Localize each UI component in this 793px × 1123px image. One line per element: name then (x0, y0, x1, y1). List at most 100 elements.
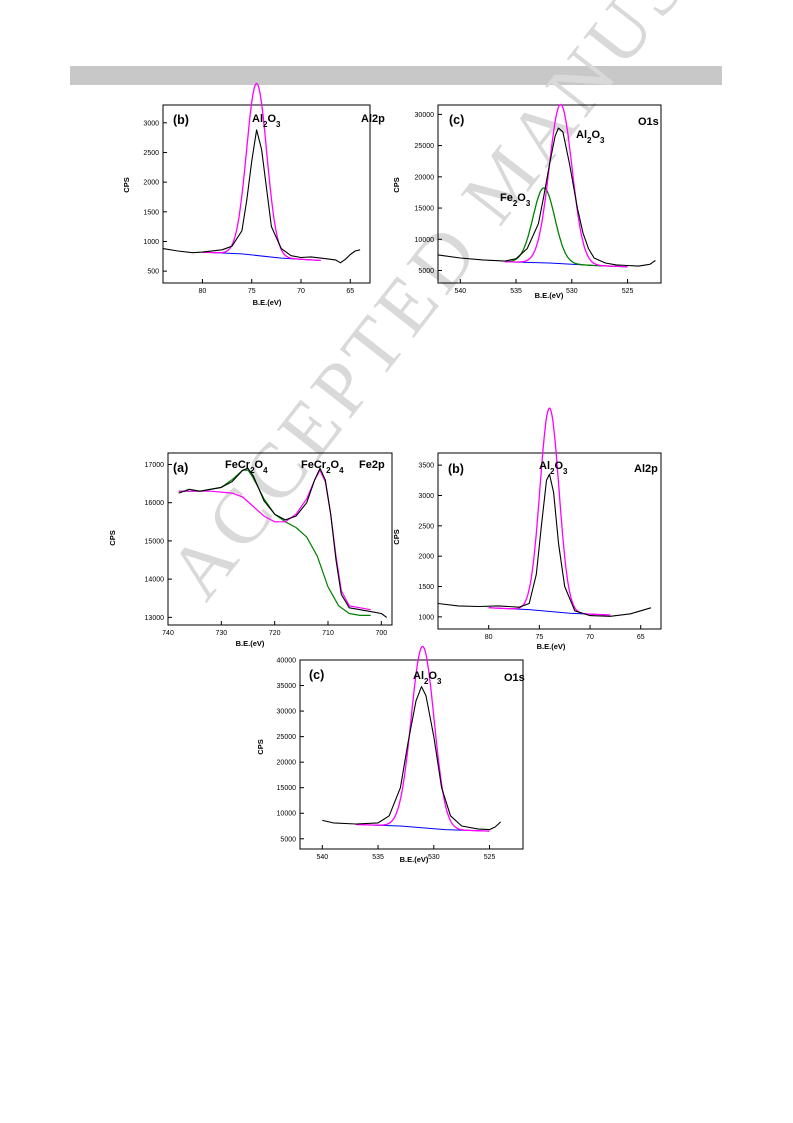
x-axis-title: B.E.(eV) (400, 855, 429, 864)
x-tick-label: 70 (297, 288, 305, 295)
y-tick-label: 30000 (277, 709, 297, 716)
peak-label-al2o3: Al2O3 (576, 129, 605, 145)
peak-label-fecr2o4-left: FeCr2O4 (225, 459, 268, 475)
panel-label: (b) (448, 462, 464, 476)
panel-label: (c) (449, 113, 464, 127)
y-tick-label: 1500 (418, 584, 434, 591)
y-tick-label: 30000 (415, 112, 435, 119)
panel-label: (c) (309, 668, 324, 682)
y-tick-label: 35000 (277, 683, 297, 690)
fitted-peak-al2o3 (355, 645, 490, 832)
y-tick-label: 10000 (415, 237, 435, 244)
fitted-peak-al2o3 (202, 82, 321, 262)
plot-frame (437, 104, 662, 284)
x-tick-label: 720 (269, 630, 281, 637)
x-axis-title: B.E.(eV) (535, 291, 564, 300)
core-level-label: O1s (504, 672, 525, 684)
raw-spectrum-line (178, 467, 388, 618)
raw-spectrum-line (437, 473, 652, 617)
core-level-label: O1s (638, 116, 659, 128)
y-tick-label: 2500 (418, 523, 434, 530)
y-tick-label: 3000 (418, 493, 434, 500)
chart-al2p-top: 80 75 70 65 500 1000 1500 2000 2500 3000 (b) Al2O… (122, 82, 385, 307)
x-tick-label: 65 (637, 634, 645, 641)
y-tick-label: 2500 (143, 150, 159, 157)
chart-o1s-top: 540 535 530 525 5000 10000 15000 20000 25000 3000… (392, 103, 662, 300)
x-tick-label: 75 (248, 288, 256, 295)
fit-line (178, 469, 371, 611)
y-tick-label: 15000 (277, 785, 297, 792)
plot-frame (299, 659, 524, 850)
y-tick-label: 20000 (415, 174, 435, 181)
panel-label: (a) (173, 461, 188, 475)
x-tick-label: 65 (346, 288, 354, 295)
y-tick-label: 2000 (418, 554, 434, 561)
x-tick-label: 530 (566, 288, 578, 295)
x-tick-label: 70 (586, 634, 594, 641)
y-tick-label: 25000 (277, 734, 297, 741)
y-tick-label: 3500 (418, 463, 434, 470)
x-tick-label: 525 (622, 288, 634, 295)
raw-spectrum-line (322, 686, 502, 831)
y-tick-label: 1000 (418, 614, 434, 621)
raw-spectrum-line (437, 127, 656, 267)
fitted-peak-al2o3 (488, 407, 611, 616)
plot-frame (162, 104, 371, 284)
plot-frame (437, 452, 662, 630)
y-tick-label: 1500 (143, 209, 159, 216)
y-tick-label: 20000 (277, 760, 297, 767)
y-axis-title: CPS (392, 529, 401, 544)
y-tick-label: 500 (147, 269, 159, 276)
x-tick-label: 80 (199, 288, 207, 295)
fitted-peak-al2o3 (504, 103, 628, 268)
y-tick-label: 40000 (277, 658, 297, 665)
x-tick-label: 730 (215, 630, 227, 637)
plot-frame (167, 452, 393, 626)
x-tick-label: 530 (428, 854, 440, 861)
x-axis-title: B.E.(eV) (253, 298, 282, 307)
y-tick-label: 14000 (145, 577, 165, 584)
peak-label-fe2o3: Fe2O3 (500, 192, 531, 208)
x-tick-label: 710 (322, 630, 334, 637)
x-tick-label: 700 (375, 630, 387, 637)
core-level-label: Al2p (361, 113, 385, 125)
page-header-bar (70, 66, 722, 85)
x-tick-label: 525 (484, 854, 496, 861)
chart-o1s-bottom: 540 535 530 525 5000 10000 15000 20000 25000 3000… (256, 645, 525, 864)
y-axis-title: CPS (256, 739, 265, 754)
y-tick-label: 5000 (280, 836, 296, 843)
x-tick-label: 535 (372, 854, 384, 861)
y-tick-label: 16000 (145, 500, 165, 507)
component-line (178, 469, 371, 616)
y-tick-label: 15000 (145, 538, 165, 545)
y-tick-label: 15000 (415, 206, 435, 213)
peak-label-al2o3: Al2O3 (413, 670, 442, 686)
x-axis-title: B.E.(eV) (236, 639, 265, 648)
x-tick-label: 535 (510, 288, 522, 295)
raw-spectrum-line (162, 129, 361, 264)
y-axis-title: CPS (392, 177, 401, 192)
y-tick-label: 10000 (277, 811, 297, 818)
chart-al2p-bottom: 80 75 70 65 1000 1500 2000 2500 3000 3500 (b) Al2… (392, 407, 662, 651)
peak-label-al2o3: Al2O3 (252, 113, 281, 129)
y-axis-title: CPS (122, 177, 131, 192)
peak-label-al2o3: Al2O3 (539, 460, 568, 476)
chart-fe2p: 740 730 720 710 700 13000 14000 15000 16000 17000… (108, 452, 393, 648)
panel-label: (b) (173, 113, 189, 127)
x-tick-label: 75 (535, 634, 543, 641)
y-tick-label: 13000 (145, 615, 165, 622)
y-tick-label: 2000 (143, 180, 159, 187)
x-tick-label: 540 (454, 288, 466, 295)
y-axis-title: CPS (108, 530, 117, 545)
core-level-label: Al2p (634, 463, 658, 475)
x-tick-label: 80 (485, 634, 493, 641)
y-tick-label: 5000 (418, 268, 434, 275)
y-tick-label: 25000 (415, 143, 435, 150)
x-tick-label: 540 (316, 854, 328, 861)
x-axis-title: B.E.(eV) (537, 642, 566, 651)
y-tick-label: 17000 (145, 462, 165, 469)
x-tick-label: 740 (162, 630, 174, 637)
core-level-label: Fe2p (359, 459, 385, 471)
y-tick-label: 1000 (143, 239, 159, 246)
peak-label-fecr2o4-right: FeCr2O4 (301, 459, 344, 475)
